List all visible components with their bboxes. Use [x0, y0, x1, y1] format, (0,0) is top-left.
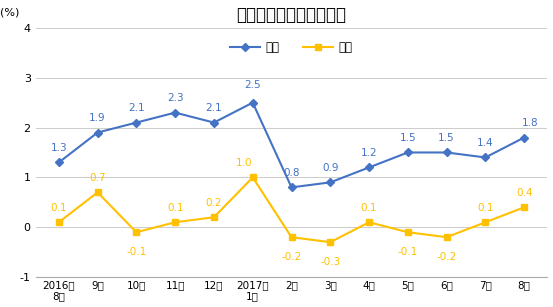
Line: 环比: 环比: [56, 174, 528, 245]
Text: (%): (%): [0, 8, 19, 18]
Text: 2.5: 2.5: [244, 80, 261, 90]
Text: 1.8: 1.8: [521, 118, 538, 128]
环比: [327, 240, 333, 244]
环比: [172, 220, 179, 224]
环比: [288, 235, 295, 239]
Text: -0.3: -0.3: [320, 258, 341, 267]
同比: [405, 151, 411, 154]
Legend: 同比, 环比: 同比, 环比: [226, 36, 357, 59]
同比: [211, 121, 217, 124]
Text: 0.2: 0.2: [206, 197, 222, 208]
Title: 全国居民消费价格涨跌幅: 全国居民消费价格涨跌幅: [237, 6, 347, 24]
Text: -0.2: -0.2: [281, 252, 301, 262]
Text: 1.2: 1.2: [361, 148, 377, 158]
Text: 0.1: 0.1: [477, 203, 494, 212]
Text: 0.8: 0.8: [283, 168, 300, 178]
Text: 0.1: 0.1: [361, 203, 377, 212]
Text: 1.5: 1.5: [439, 133, 455, 143]
Text: 0.1: 0.1: [167, 203, 184, 212]
环比: [55, 220, 62, 224]
环比: [133, 230, 140, 234]
Text: 1.3: 1.3: [50, 143, 67, 153]
环比: [521, 205, 528, 209]
同比: [172, 111, 179, 115]
环比: [366, 220, 372, 224]
Text: 0.4: 0.4: [516, 188, 533, 198]
Text: -0.2: -0.2: [436, 252, 457, 262]
环比: [94, 191, 101, 194]
Text: 2.3: 2.3: [167, 93, 184, 103]
Text: 2.1: 2.1: [128, 103, 145, 113]
环比: [211, 216, 217, 219]
同比: [288, 185, 295, 189]
Text: 1.0: 1.0: [236, 158, 253, 168]
环比: [444, 235, 450, 239]
Line: 同比: 同比: [56, 99, 528, 190]
同比: [94, 131, 101, 134]
Text: 0.9: 0.9: [322, 163, 338, 173]
Text: 0.1: 0.1: [50, 203, 67, 212]
Text: 1.5: 1.5: [399, 133, 416, 143]
同比: [521, 136, 528, 139]
Text: 0.7: 0.7: [90, 173, 106, 183]
Text: 2.1: 2.1: [206, 103, 222, 113]
环比: [405, 230, 411, 234]
同比: [444, 151, 450, 154]
同比: [249, 101, 256, 104]
同比: [366, 165, 372, 169]
Text: 1.9: 1.9: [89, 113, 106, 123]
同比: [133, 121, 140, 124]
Text: -0.1: -0.1: [398, 247, 418, 258]
同比: [55, 161, 62, 164]
同比: [327, 181, 333, 184]
Text: -0.1: -0.1: [126, 247, 147, 258]
Text: 1.4: 1.4: [477, 138, 494, 148]
同比: [482, 156, 489, 159]
环比: [249, 176, 256, 179]
环比: [482, 220, 489, 224]
